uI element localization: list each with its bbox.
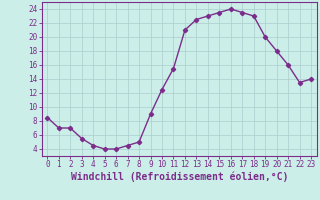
X-axis label: Windchill (Refroidissement éolien,°C): Windchill (Refroidissement éolien,°C)	[70, 172, 288, 182]
